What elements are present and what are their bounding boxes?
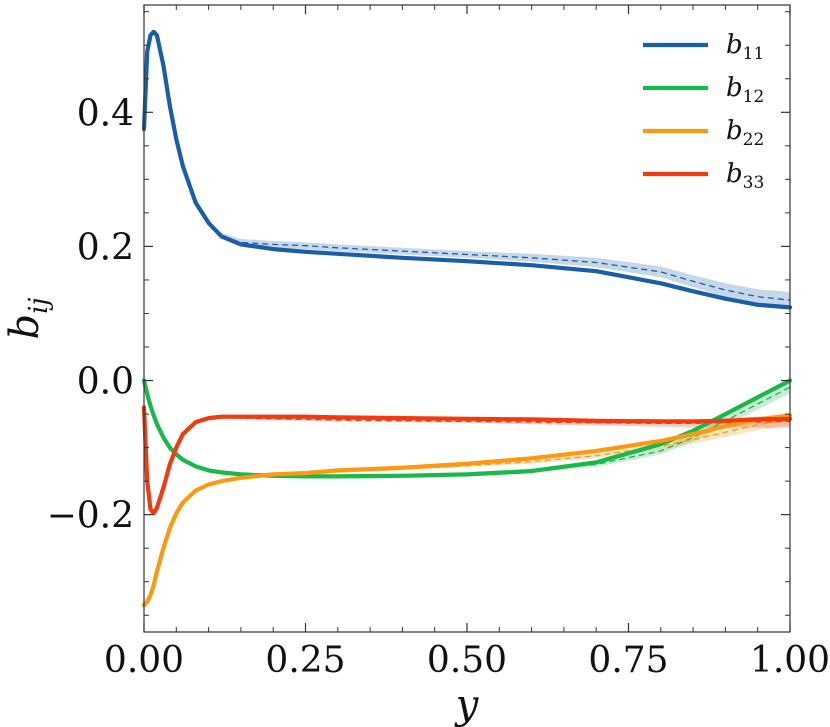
tick-labels: 0.00 0.25 0.50 0.75 1.00 −0.2 0.0 0.2 0.4 [47, 93, 830, 681]
series-line-b12 [141, 378, 793, 479]
legend-label-b11: b11 [726, 30, 764, 64]
legend: b11 b12 b22 b33 [643, 30, 764, 193]
x-tick-label: 0.00 [104, 640, 184, 681]
reference-line-b22 [143, 418, 791, 606]
axis-ticks [143, 5, 791, 632]
x-tick-label: 0.25 [265, 640, 345, 681]
y-tick-label: 0.2 [77, 227, 134, 268]
series-line-b33 [141, 405, 793, 516]
series-line-b22 [141, 413, 793, 608]
reference-line-b12 [143, 380, 791, 477]
x-tick-label: 1.00 [750, 640, 830, 681]
y-tick-label: 0.4 [77, 93, 134, 134]
y-axis-label-subscript: ij [24, 298, 54, 314]
y-tick-label: 0.0 [77, 362, 134, 403]
y-tick-label: −0.2 [47, 496, 134, 537]
x-axis-label: y [454, 682, 480, 727]
uncertainty-bands [144, 31, 790, 606]
band-b11 [144, 31, 790, 309]
legend-label-b22: b22 [726, 116, 764, 150]
series-line-b11 [141, 29, 793, 310]
y-axis-label: bij [2, 298, 54, 340]
y-axis-label-base: b [2, 314, 48, 340]
series-lines [141, 29, 793, 608]
x-tick-label: 0.75 [588, 640, 668, 681]
x-tick-label: 0.50 [427, 640, 507, 681]
band-b22 [144, 413, 790, 606]
legend-label-b12: b12 [726, 73, 764, 107]
legend-label-b33: b33 [726, 159, 764, 193]
reference-lines [143, 30, 791, 606]
plot-frame [143, 4, 791, 633]
